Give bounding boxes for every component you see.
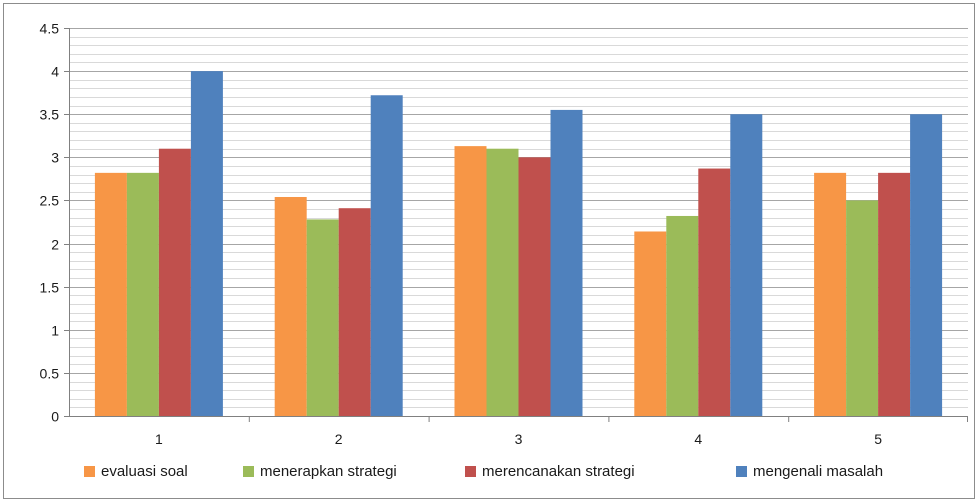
bar	[274, 196, 307, 416]
bar	[698, 168, 731, 416]
y-tick-label: 1.5	[40, 280, 60, 296]
tick-labels: 0 0.5 1 1.5 2 2.5 3 3.5 4 4.5 1 2 3 4 5	[40, 21, 883, 448]
bar	[190, 71, 223, 416]
y-tick-label: 1	[51, 323, 59, 339]
y-tick-label: 0	[51, 409, 59, 425]
legend-label: menerapkan strategi	[260, 463, 397, 480]
x-tick-label: 3	[515, 431, 523, 447]
x-tick-label: 1	[155, 431, 163, 447]
bar	[550, 109, 583, 417]
x-tick-label: 4	[694, 431, 702, 447]
y-tick-label: 4.5	[40, 21, 60, 37]
legend-swatch	[465, 466, 476, 477]
bar	[306, 219, 339, 416]
legend-swatch	[84, 466, 95, 477]
bar	[94, 172, 127, 416]
x-tick-label: 2	[335, 431, 343, 447]
bars	[94, 71, 943, 417]
bar	[126, 172, 159, 416]
y-tick-label: 2	[51, 237, 59, 253]
y-tick-label: 2.5	[40, 193, 60, 209]
bar	[666, 215, 699, 416]
legend-label: evaluasi soal	[101, 463, 188, 480]
bar	[878, 172, 911, 416]
legend: evaluasi soal menerapkan strategi merencan…	[84, 463, 883, 480]
bar	[846, 200, 879, 416]
y-tick-label: 0.5	[40, 366, 60, 382]
bar	[634, 231, 667, 416]
y-tick-label: 4	[51, 64, 59, 80]
axes	[64, 28, 968, 422]
bar	[730, 114, 763, 416]
bar	[454, 146, 487, 416]
legend-swatch	[243, 466, 254, 477]
y-tick-label: 3.5	[40, 107, 60, 123]
legend-label: mengenali masalah	[753, 463, 883, 480]
bar	[338, 208, 371, 416]
y-tick-label: 3	[51, 150, 59, 166]
bar	[910, 114, 943, 416]
bar	[518, 157, 551, 417]
x-tick-label: 5	[874, 431, 882, 447]
legend-label: merencanakan strategi	[482, 463, 635, 480]
legend-swatch	[736, 466, 747, 477]
bar	[814, 172, 847, 416]
bar	[370, 95, 403, 417]
bar	[158, 148, 191, 416]
bar	[486, 148, 519, 416]
